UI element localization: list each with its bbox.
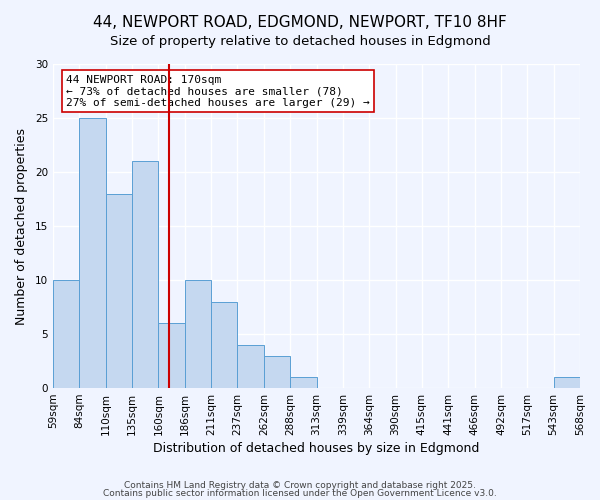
Bar	[106, 194, 132, 388]
Text: Contains HM Land Registry data © Crown copyright and database right 2025.: Contains HM Land Registry data © Crown c…	[124, 481, 476, 490]
Text: Contains public sector information licensed under the Open Government Licence v3: Contains public sector information licen…	[103, 488, 497, 498]
Bar	[158, 324, 185, 388]
Bar	[238, 345, 264, 388]
Bar	[53, 280, 79, 388]
Y-axis label: Number of detached properties: Number of detached properties	[15, 128, 28, 324]
Bar	[554, 378, 580, 388]
Text: Size of property relative to detached houses in Edgmond: Size of property relative to detached ho…	[110, 35, 490, 48]
Bar	[264, 356, 290, 388]
X-axis label: Distribution of detached houses by size in Edgmond: Distribution of detached houses by size …	[154, 442, 480, 455]
Text: 44 NEWPORT ROAD: 170sqm
← 73% of detached houses are smaller (78)
27% of semi-de: 44 NEWPORT ROAD: 170sqm ← 73% of detache…	[66, 75, 370, 108]
Bar	[185, 280, 211, 388]
Bar	[79, 118, 106, 388]
Bar	[132, 161, 158, 388]
Bar	[290, 378, 317, 388]
Text: 44, NEWPORT ROAD, EDGMOND, NEWPORT, TF10 8HF: 44, NEWPORT ROAD, EDGMOND, NEWPORT, TF10…	[93, 15, 507, 30]
Bar	[211, 302, 238, 388]
